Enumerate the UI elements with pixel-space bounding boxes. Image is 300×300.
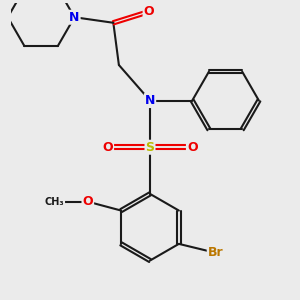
Text: CH₃: CH₃ [45,197,64,207]
Text: O: O [187,141,197,154]
Text: O: O [103,141,113,154]
Text: Br: Br [208,246,223,259]
Text: S: S [146,141,154,154]
Text: O: O [82,195,93,208]
Text: N: N [69,11,80,24]
Text: N: N [145,94,155,107]
Text: O: O [144,5,154,18]
